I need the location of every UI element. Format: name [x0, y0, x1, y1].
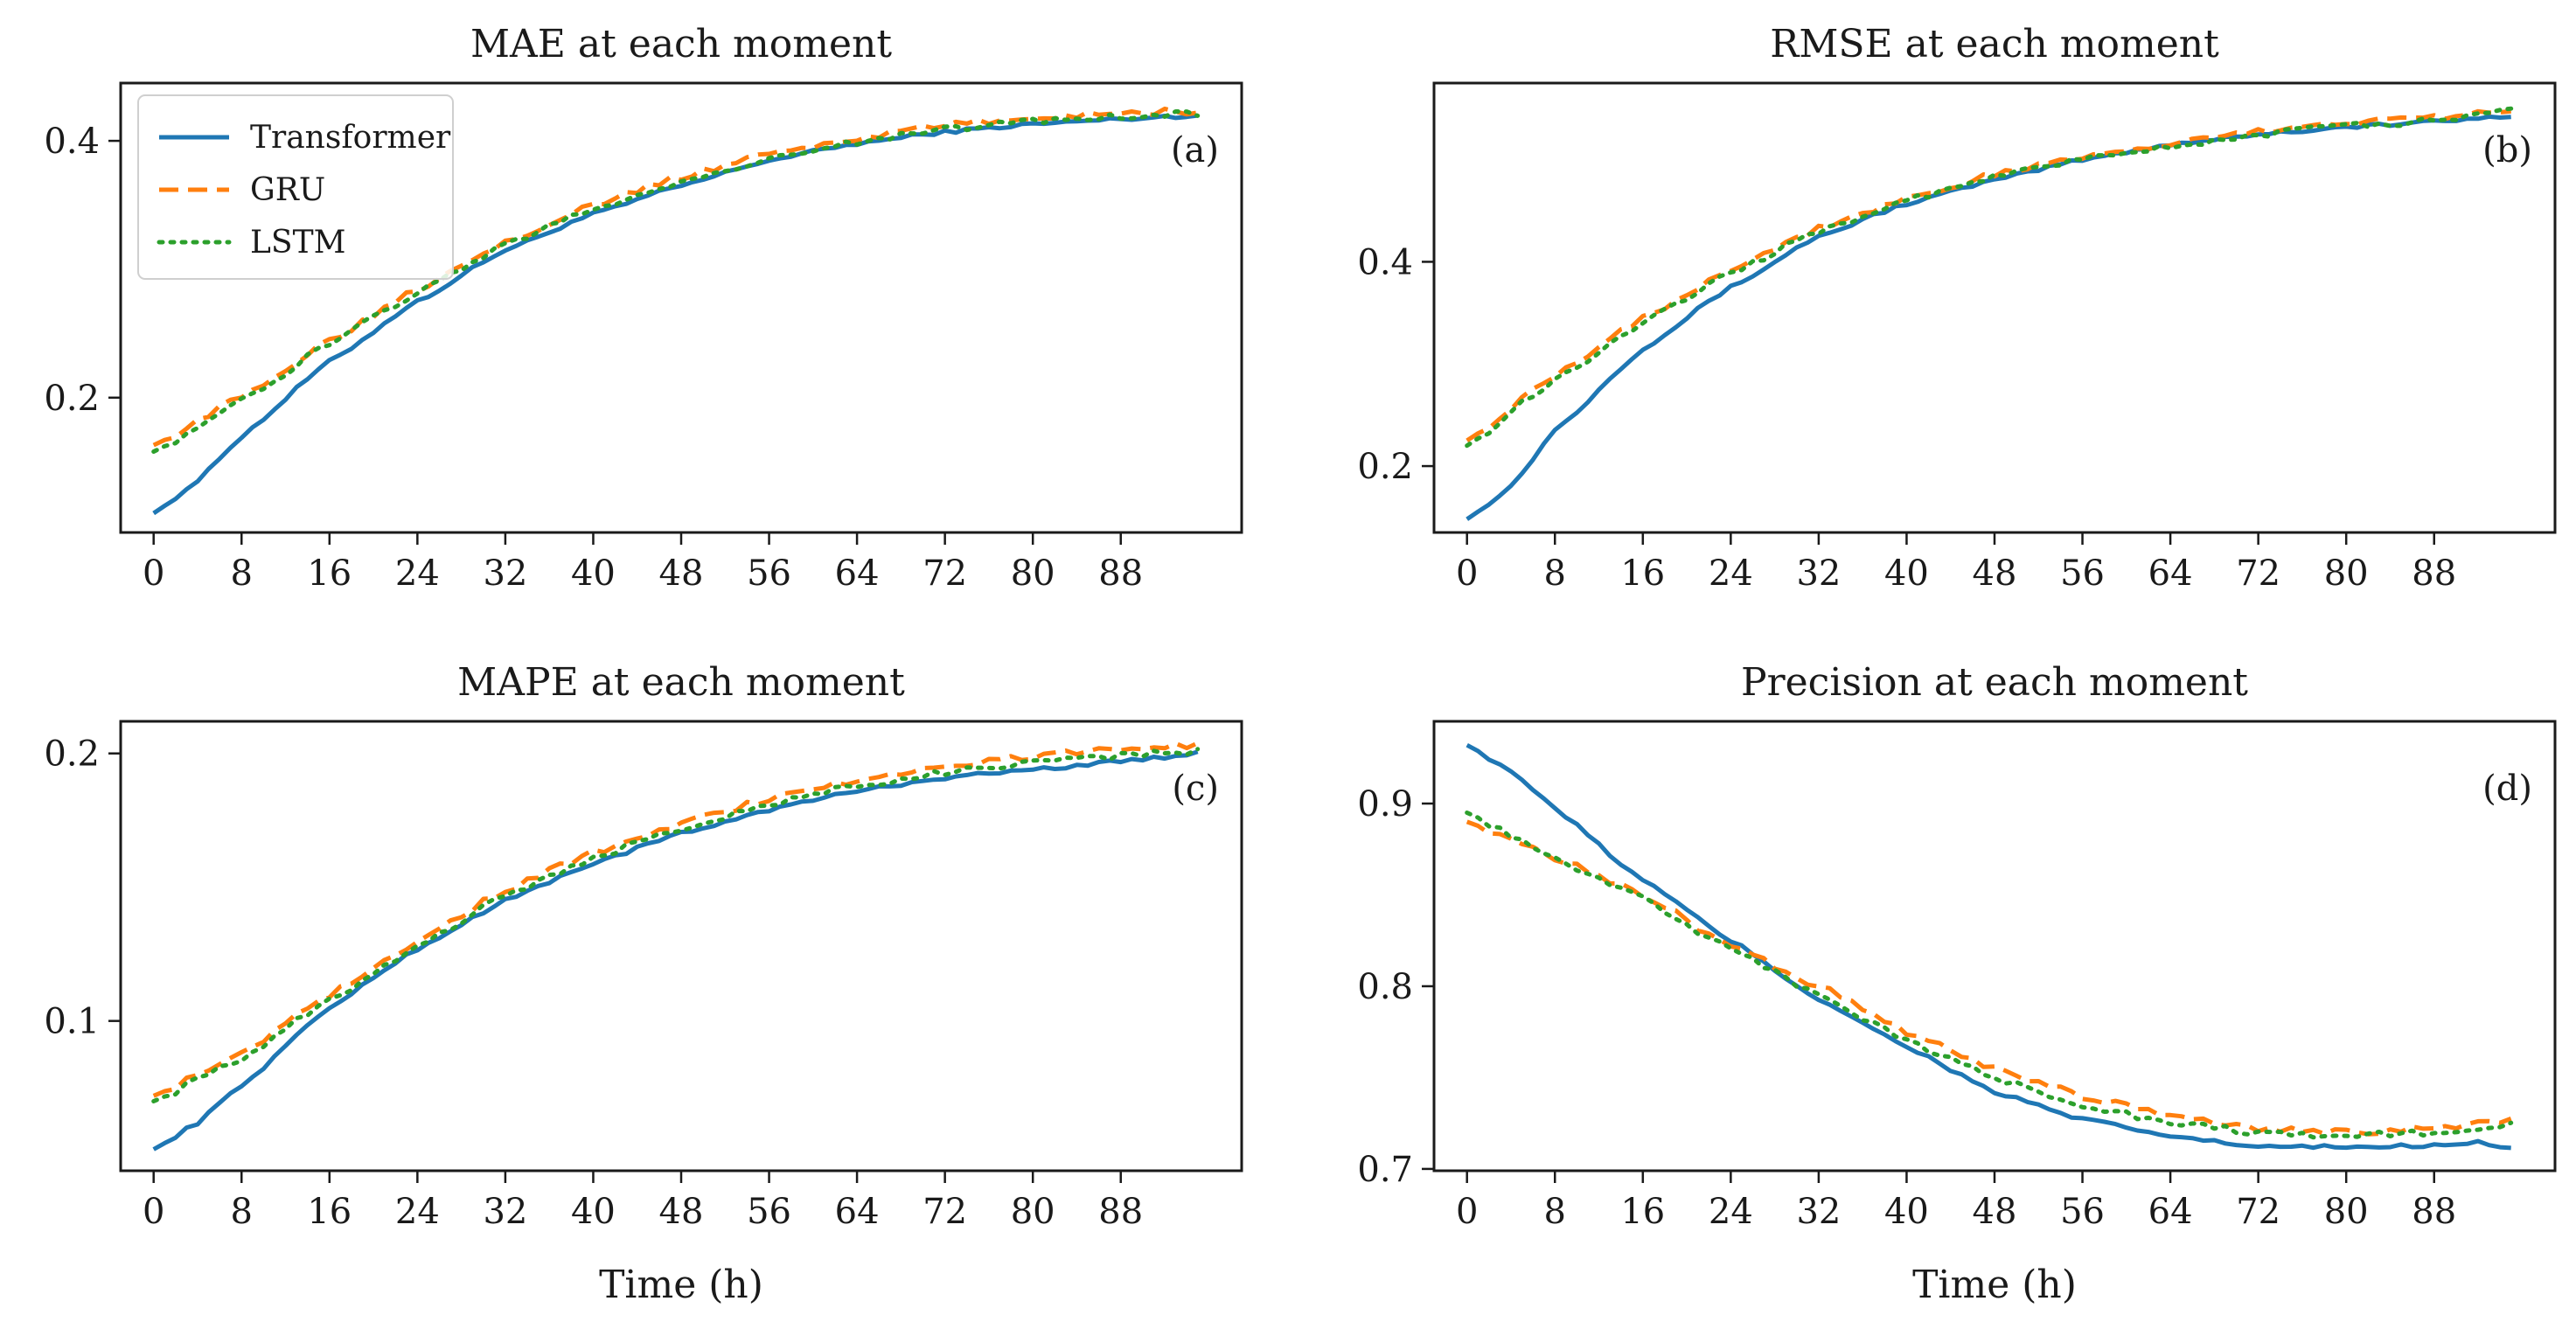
y-tick-label: 0.1	[44, 1002, 100, 1042]
x-tick-label: 32	[1796, 1192, 1841, 1232]
x-tick-label: 88	[1098, 553, 1143, 594]
panel-c: MAPE at each moment 0 8 16 24 32 40 48 56 64 72 80 8…	[44, 660, 1243, 1307]
series-group	[151, 741, 1201, 1152]
y-tick-label: 0.9	[1357, 784, 1413, 825]
y-tick-label: 0.2	[44, 734, 100, 775]
x-tick-label: 56	[747, 1192, 791, 1232]
axes-frame	[1432, 720, 2557, 1172]
x-tick-label: 56	[2060, 1192, 2105, 1232]
x-tick-label: 24	[1709, 553, 1753, 594]
legend-label-gru: GRU	[250, 172, 325, 208]
series-line-transformer	[1466, 742, 2511, 1151]
x-tick-label: 0	[1456, 1192, 1478, 1232]
panel-d: Precision at each moment 0 8 16 24 32 40 48 56 64…	[1357, 660, 2557, 1307]
series-group	[1465, 742, 2514, 1151]
x-tick-label: 72	[2236, 1192, 2280, 1232]
x-tick-label: 16	[1620, 1192, 1665, 1232]
legend-label-lstm: LSTM	[250, 225, 345, 261]
x-tick-label: 64	[835, 553, 880, 594]
x-tick-label: 0	[143, 553, 164, 594]
x-tick-label: 32	[483, 1192, 527, 1232]
chart-title: MAPE at each moment	[457, 660, 905, 705]
axes-frame	[1432, 81, 2557, 534]
legend-frame	[137, 94, 454, 280]
x-tick-label: 64	[835, 1192, 880, 1232]
x-tick-label: 40	[1884, 1192, 1929, 1232]
x-tick-label: 16	[307, 553, 352, 594]
x-tick-label: 16	[307, 1192, 352, 1232]
series-group	[151, 106, 1201, 516]
series-line-transformer	[152, 749, 1199, 1152]
x-tick-label: 0	[143, 1192, 164, 1232]
x-tick-label: 64	[2148, 553, 2193, 594]
x-tick-label: 56	[747, 553, 791, 594]
y-tick-label: 0.8	[1357, 967, 1413, 1007]
series-line-gru	[1466, 819, 2512, 1137]
series-line-gru	[1466, 108, 2511, 442]
x-tick-label: 88	[2412, 553, 2456, 594]
panel-tag: (b)	[2482, 130, 2532, 170]
x-tick-label: 24	[395, 1192, 440, 1232]
chart-title: Precision at each moment	[1741, 660, 2248, 705]
x-tick-label: 40	[571, 553, 616, 594]
y-tick-label: 0.2	[44, 379, 100, 419]
x-axis-label: Time (h)	[599, 1263, 763, 1307]
series-line-gru	[152, 741, 1199, 1098]
x-tick-label: 8	[1544, 1192, 1566, 1232]
series-line-lstm	[1465, 811, 2514, 1140]
y-tick-label: 0.2	[1357, 447, 1413, 487]
chart-title: MAE at each moment	[470, 22, 892, 66]
x-axis-label: Time (h)	[1912, 1263, 2077, 1307]
x-tick-label: 80	[1011, 1192, 1055, 1232]
x-tick-label: 8	[1544, 553, 1566, 594]
panel-tag: (a)	[1171, 130, 1219, 170]
panel-tag: (c)	[1172, 769, 1219, 809]
x-tick-label: 72	[922, 1192, 967, 1232]
y-tick-label: 0.7	[1357, 1150, 1413, 1190]
x-tick-label: 80	[2324, 553, 2369, 594]
x-tick-label: 48	[659, 553, 704, 594]
x-tick-label: 40	[571, 1192, 616, 1232]
x-tick-label: 88	[2412, 1192, 2456, 1232]
panel-a: MAE at each moment 0 8 16 24 32 40 48 56 64 72 80 88…	[44, 22, 1243, 594]
legend-label-transformer: Transformer	[250, 120, 451, 156]
series-line-lstm	[151, 747, 1201, 1103]
chart-title: RMSE at each moment	[1770, 22, 2219, 66]
series-line-lstm	[1465, 106, 2514, 449]
x-tick-label: 32	[1796, 553, 1841, 594]
x-tick-label: 8	[231, 553, 253, 594]
x-tick-label: 32	[483, 553, 527, 594]
panel-b: RMSE at each moment 0 8 16 24 32 40 48 56 64 72 80 8…	[1357, 22, 2557, 594]
panel-tag: (d)	[2482, 769, 2532, 809]
y-tick-label: 0.4	[44, 122, 100, 162]
x-tick-label: 16	[1620, 553, 1665, 594]
x-tick-label: 40	[1884, 553, 1929, 594]
x-tick-label: 80	[2324, 1192, 2369, 1232]
x-tick-label: 88	[1098, 1192, 1143, 1232]
x-tick-label: 64	[2148, 1192, 2193, 1232]
series-line-transformer	[152, 113, 1198, 516]
x-tick-label: 48	[1973, 553, 2017, 594]
axes-frame	[119, 720, 1243, 1172]
x-tick-label: 56	[2060, 553, 2105, 594]
x-tick-label: 8	[231, 1192, 253, 1232]
series-group	[1465, 106, 2514, 521]
x-tick-label: 48	[1973, 1192, 2017, 1232]
x-tick-label: 48	[659, 1192, 704, 1232]
x-tick-label: 24	[1709, 1192, 1753, 1232]
x-tick-label: 72	[922, 553, 967, 594]
x-tick-label: 0	[1456, 553, 1478, 594]
x-tick-label: 72	[2236, 553, 2280, 594]
legend: Transformer GRU LSTM	[137, 94, 454, 280]
x-tick-label: 24	[395, 553, 440, 594]
series-line-transformer	[1466, 114, 2511, 521]
series-line-lstm	[151, 109, 1201, 454]
x-tick-label: 80	[1011, 553, 1055, 594]
y-tick-label: 0.4	[1357, 242, 1413, 282]
